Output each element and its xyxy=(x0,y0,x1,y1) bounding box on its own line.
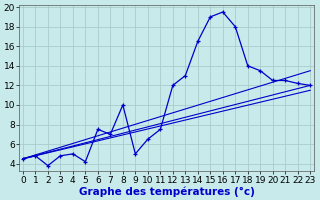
X-axis label: Graphe des températures (°c): Graphe des températures (°c) xyxy=(79,186,254,197)
